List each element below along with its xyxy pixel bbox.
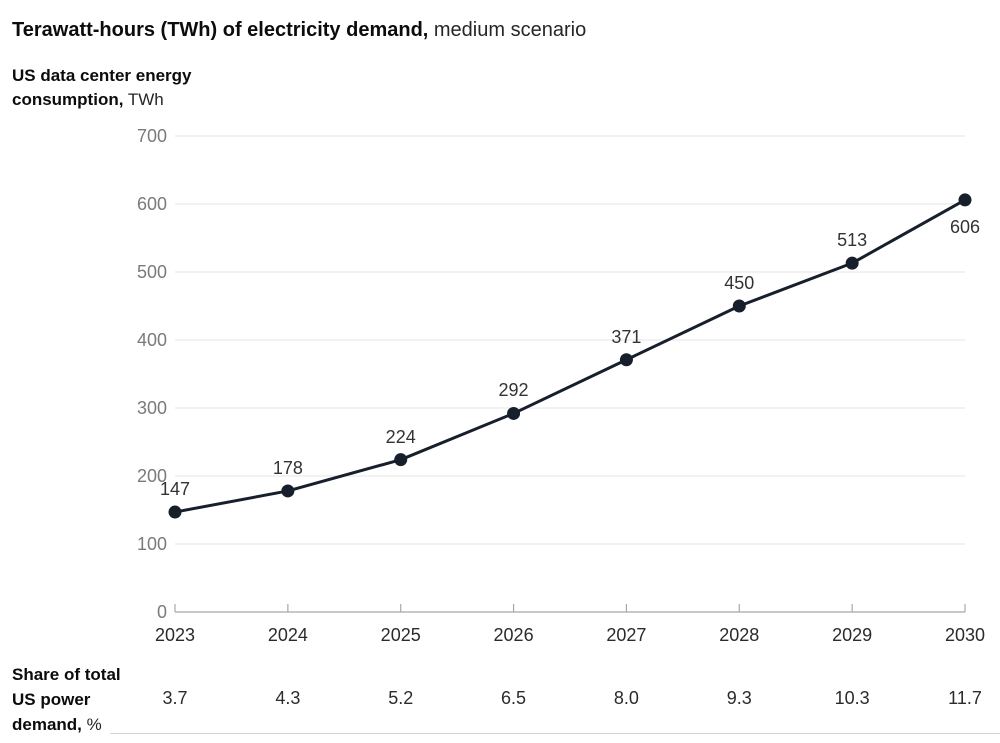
share-value: 4.3 bbox=[275, 688, 301, 708]
share-row-label-line1: Share of total bbox=[12, 665, 121, 684]
x-tick-label: 2024 bbox=[267, 625, 308, 645]
share-value: 10.3 bbox=[834, 688, 870, 708]
data-point bbox=[958, 193, 972, 207]
y-axis-title-line2: consumption, bbox=[12, 90, 124, 109]
share-row-unit: % bbox=[81, 715, 102, 734]
chart-title-main: Terawatt-hours (TWh) of electricity dema… bbox=[12, 19, 429, 41]
y-tick-label: 400 bbox=[136, 330, 167, 350]
data-point-label: 147 bbox=[159, 479, 191, 500]
share-value: 9.3 bbox=[726, 688, 752, 708]
data-line bbox=[173, 198, 967, 514]
y-tick-label: 600 bbox=[136, 194, 167, 214]
x-tick-label: 2027 bbox=[606, 625, 647, 645]
y-axis-unit: TWh bbox=[123, 90, 164, 109]
y-axis-title: US data center energy consumption, TWh bbox=[12, 64, 192, 112]
share-value: 11.7 bbox=[948, 688, 982, 708]
data-point-label: 513 bbox=[837, 230, 868, 251]
share-value: 6.5 bbox=[501, 688, 527, 708]
y-tick-label: 200 bbox=[136, 466, 167, 486]
bottom-divider bbox=[110, 733, 1000, 734]
share-value: 8.0 bbox=[613, 688, 639, 708]
chart-title-scenario: medium scenario bbox=[428, 19, 587, 41]
data-point-label: 178 bbox=[272, 457, 303, 478]
chart-title: Terawatt-hours (TWh) of electricity dema… bbox=[12, 18, 586, 42]
share-value: 5.2 bbox=[388, 688, 414, 708]
x-tick-label: 2023 bbox=[154, 625, 196, 645]
x-tick-label: 2026 bbox=[493, 625, 534, 645]
data-point-label: 371 bbox=[611, 326, 642, 347]
data-point bbox=[732, 299, 746, 313]
data-point-label: 606 bbox=[949, 216, 981, 237]
y-tick-label: 700 bbox=[136, 126, 167, 146]
share-row-label-line3: demand, bbox=[12, 715, 82, 734]
data-point bbox=[168, 505, 182, 519]
share-row-label-line2: US power bbox=[12, 690, 91, 709]
data-point bbox=[619, 353, 633, 367]
y-tick-label: 300 bbox=[136, 398, 167, 418]
data-point-label: 450 bbox=[724, 273, 755, 293]
share-row-label: Share of total US power demand, % bbox=[12, 662, 121, 737]
data-point bbox=[394, 453, 408, 467]
data-point-label: 224 bbox=[385, 426, 416, 447]
y-axis-title-line1: US data center energy bbox=[12, 66, 192, 85]
share-value: 3.7 bbox=[162, 688, 188, 708]
y-tick-label: 100 bbox=[136, 534, 167, 554]
data-point bbox=[281, 484, 295, 498]
x-tick-label: 2029 bbox=[832, 625, 873, 645]
data-point bbox=[845, 256, 859, 270]
data-point-label: 292 bbox=[498, 380, 529, 401]
x-tick-label: 2025 bbox=[380, 625, 421, 645]
y-tick-label: 500 bbox=[136, 262, 167, 282]
data-point bbox=[507, 406, 521, 420]
x-tick-label: 2030 bbox=[944, 625, 986, 645]
y-tick-label: 0 bbox=[156, 602, 167, 622]
x-tick-label: 2028 bbox=[719, 625, 760, 645]
